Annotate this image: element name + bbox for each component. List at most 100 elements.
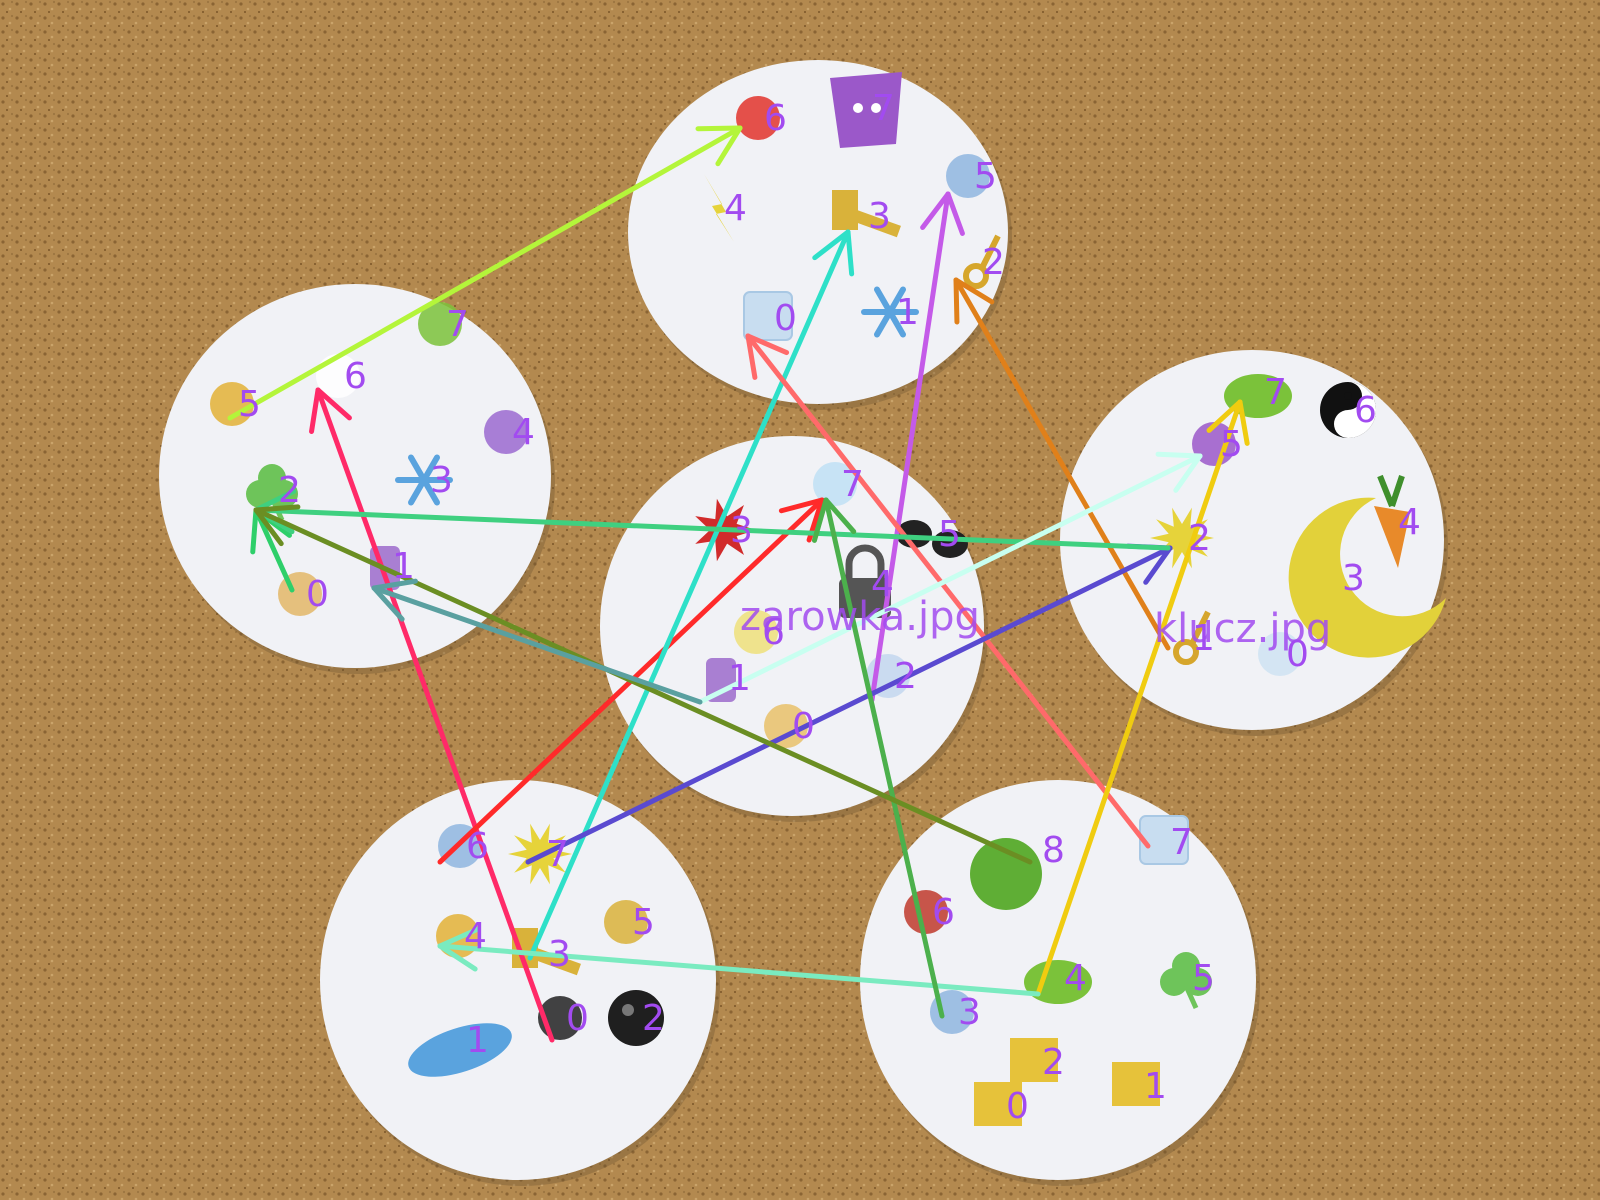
snowman-icon [1258, 632, 1302, 676]
symbol-number: 3 [958, 992, 981, 1033]
card-top-face [628, 60, 1008, 404]
symbol-number: 7 [1170, 822, 1193, 863]
symbol-number: 5 [238, 384, 261, 425]
symbol-number: 2 [982, 242, 1005, 283]
baby-bottle-icon [764, 704, 808, 748]
match-candle-wizard [697, 451, 1203, 705]
card-bottom-right [860, 780, 1260, 1186]
symbol-number: 2 [278, 470, 301, 511]
match-spider-skull [309, 387, 555, 1043]
symbol-number: 2 [894, 656, 917, 697]
key-icon [963, 234, 1001, 289]
symbol-number: 1 [466, 1020, 489, 1061]
symbol-number: 6 [344, 356, 367, 397]
symbol-number: 5 [938, 514, 961, 555]
symbol-number: 3 [1342, 558, 1365, 599]
igloo-icon [813, 462, 857, 506]
tree-icon [970, 838, 1042, 910]
card-filename-label: zarowka.jpg [740, 594, 980, 640]
ice-cube-icon [1139, 815, 1189, 865]
light-bulb-icon [734, 610, 778, 654]
card-filename-label: klucz.jpg [1154, 606, 1331, 652]
treble-clef-icon [604, 900, 648, 944]
match-turtle-man [437, 926, 1041, 997]
spark-icon [1150, 507, 1214, 569]
symbol-number: 3 [730, 510, 753, 551]
key-icon [1173, 610, 1211, 665]
symbol-number: 0 [774, 298, 797, 339]
card-bottom-left [320, 780, 720, 1186]
symbol-number: 4 [871, 564, 894, 605]
ghost-icon [946, 154, 990, 198]
symbol-number: 6 [762, 612, 785, 653]
splat-icon [418, 302, 462, 346]
symbol-number: 7 [872, 88, 895, 129]
match-tree-clover [253, 504, 1033, 865]
snowflake-icon [395, 454, 453, 506]
symbol-number: 7 [546, 834, 569, 875]
man-icon [210, 382, 254, 426]
symbol-number: 0 [1006, 1086, 1029, 1127]
match-turtle-turtle [1035, 399, 1250, 997]
symbol-number: 3 [548, 934, 571, 975]
symbol-number: 1 [896, 292, 919, 333]
wizard-hat-icon [1192, 422, 1236, 466]
symbol-number: 1 [392, 546, 415, 587]
symbol-number: 4 [512, 412, 535, 453]
match-key-key [953, 277, 1171, 651]
symbol-number: 2 [642, 998, 665, 1039]
candle-icon [706, 658, 736, 702]
symbol-number: 4 [724, 188, 747, 229]
card-top [628, 60, 1012, 410]
octopus-icon [484, 410, 528, 454]
glass-icon [1010, 1038, 1058, 1082]
cat-icon [830, 72, 902, 148]
match-icecube-icecube [745, 333, 1151, 849]
symbol-number: 6 [932, 892, 955, 933]
symbol-number: 4 [1398, 502, 1421, 543]
hammer-icon [832, 190, 901, 238]
dolphin-icon [408, 1023, 512, 1077]
match-candle-ghost [869, 191, 965, 703]
symbol-number: 1 [1144, 1066, 1167, 1107]
symbol-number: 2 [1042, 1042, 1065, 1083]
snowflake-icon [861, 286, 919, 338]
symbol-number: 6 [764, 98, 787, 139]
carrot-icon [1374, 474, 1410, 568]
match-pencil-igloo-2 [811, 497, 945, 1019]
symbol-number: 5 [1192, 958, 1215, 999]
symbol-number: 3 [430, 460, 453, 501]
card-left-face [159, 284, 551, 668]
symbol-number: 6 [466, 826, 489, 867]
symbol-number: 2 [1188, 518, 1211, 559]
match-skull-ladybug [227, 125, 743, 421]
yin-yang-icon [1320, 382, 1376, 438]
symbol-number: 6 [1354, 390, 1377, 431]
symbol-number: 5 [1220, 424, 1243, 465]
symbol-number: 4 [464, 916, 487, 957]
moon-icon [1288, 497, 1446, 658]
symbol-number: 3 [868, 196, 891, 237]
symbol-number: 1 [728, 658, 751, 699]
symbol-number: 5 [632, 902, 655, 943]
symbol-number: 0 [792, 706, 815, 747]
cheese-icon [1112, 1062, 1160, 1106]
symbol-number: 7 [446, 304, 469, 345]
symbol-number: 8 [1042, 830, 1065, 871]
glass-icon [974, 1082, 1022, 1126]
symbol-number: 0 [1286, 634, 1309, 675]
card-left [159, 284, 555, 674]
symbol-number: 7 [1264, 372, 1287, 413]
turtle-icon [1024, 960, 1092, 1004]
symbol-number: 0 [306, 574, 329, 615]
card-bottom-left-face [320, 780, 716, 1180]
bomb-icon [608, 990, 664, 1046]
clover-icon [1160, 952, 1212, 1010]
ice-cube-icon [743, 291, 793, 341]
lines-layer [227, 125, 1250, 1043]
symbol-number: 0 [566, 998, 589, 1039]
symbol-number: 5 [974, 156, 997, 197]
ladybug-icon [736, 96, 780, 140]
